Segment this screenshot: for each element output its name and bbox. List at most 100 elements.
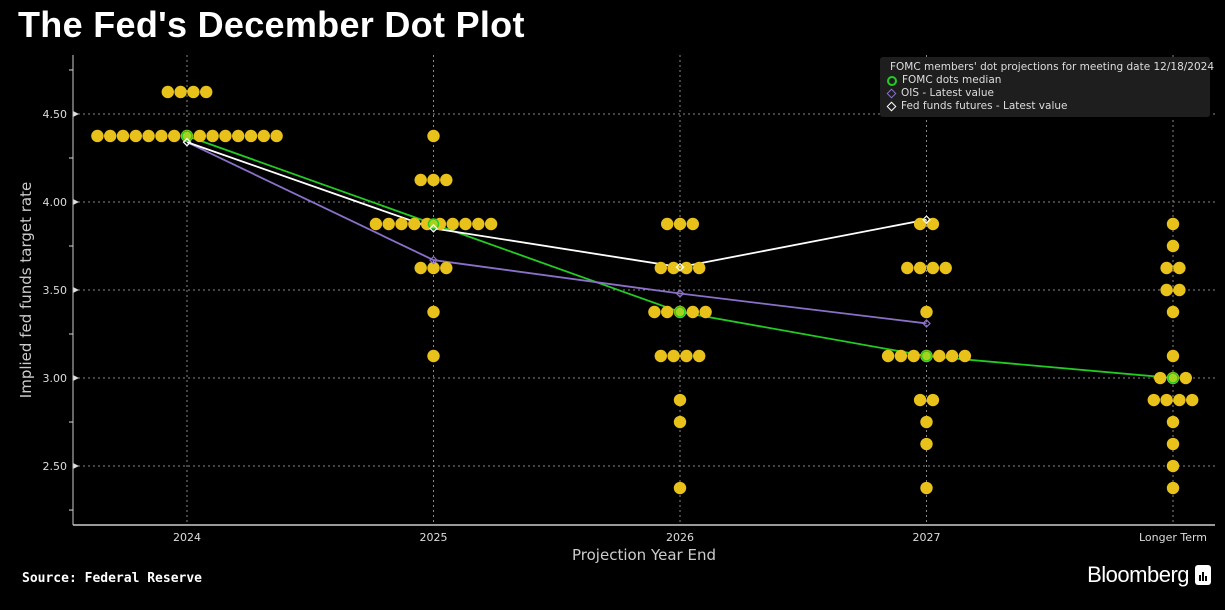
dot-projection <box>427 349 440 363</box>
x-axis-label: Projection Year End <box>572 546 716 564</box>
x-tick-label: 2027 <box>913 531 941 544</box>
dot-projection <box>673 481 687 495</box>
dot-projection <box>1160 261 1173 275</box>
dot-projection <box>187 85 200 99</box>
dot-projection <box>1160 283 1173 297</box>
futures-marker <box>922 215 931 224</box>
dot-projection <box>680 349 693 363</box>
dot-projection <box>427 305 440 319</box>
legend-label: OIS - Latest value <box>901 87 994 99</box>
dot-projection <box>91 129 104 143</box>
dot-projection <box>116 129 130 143</box>
median-marker <box>1167 372 1179 384</box>
dot-projection <box>686 305 699 319</box>
dot-projection <box>200 85 213 99</box>
futures-marker <box>675 262 685 272</box>
dot-projection <box>667 349 680 363</box>
dot-projection <box>168 129 181 143</box>
dot-projection <box>654 349 667 363</box>
dot-projection <box>1173 283 1186 297</box>
dot-projection <box>270 129 283 143</box>
dot-projection <box>484 217 498 231</box>
dot-projection <box>680 261 693 275</box>
green-circle-icon <box>887 75 897 86</box>
y-tick-label: 4.00 <box>43 196 68 209</box>
dot-projection <box>408 217 421 231</box>
dot-projection <box>1166 349 1180 363</box>
dot-projection <box>1147 393 1161 407</box>
dot-projection <box>459 217 472 231</box>
dot-projection <box>472 217 485 231</box>
median-marker <box>920 350 933 362</box>
legend-label: FOMC members' dot projections for meetin… <box>890 61 1215 73</box>
dot-projection <box>894 349 908 363</box>
legend-item-ois: OIS - Latest value <box>886 87 1204 100</box>
dot-projection <box>920 415 933 429</box>
dot-projection <box>129 129 142 143</box>
dot-projection <box>369 217 383 231</box>
dot-projection <box>232 129 245 143</box>
dot-projection <box>244 129 258 143</box>
purple-diamond-icon <box>886 88 897 99</box>
dot-projection <box>920 481 933 495</box>
dot-projection <box>693 261 706 275</box>
dot-projection <box>193 129 206 143</box>
dot-projection <box>1154 371 1167 385</box>
x-tick-label: Longer Term <box>1139 531 1207 544</box>
dot-projection <box>1179 371 1193 385</box>
dot-projection <box>920 305 933 319</box>
dot-projection <box>427 261 440 275</box>
dot-projection <box>1166 239 1180 253</box>
dot-projection <box>661 217 674 231</box>
legend-item-median: FOMC dots median <box>886 74 1204 87</box>
dot-projection <box>939 261 952 275</box>
dot-projection <box>440 261 453 275</box>
y-tick-label: 3.00 <box>43 372 68 385</box>
dot-projection <box>1186 393 1199 407</box>
dot-projection <box>913 261 927 275</box>
dot-projection <box>174 85 187 99</box>
dot-projection <box>414 261 427 275</box>
legend-item-dots: FOMC members' dot projections for meetin… <box>886 61 1214 74</box>
dot-projection <box>1173 393 1186 407</box>
ois-marker <box>429 255 438 265</box>
dot-projection <box>206 129 219 143</box>
dot-projection <box>648 305 661 319</box>
dot-projection <box>1166 305 1180 319</box>
dot-projection <box>926 261 940 275</box>
dot-projection <box>1166 481 1180 495</box>
dot-projection <box>161 85 174 99</box>
y-tick-marker <box>73 110 79 117</box>
dot-projection <box>661 305 674 319</box>
dot-projection <box>142 129 155 143</box>
dot-projection <box>104 129 117 143</box>
bloomberg-logo: Bloomberg <box>1087 562 1211 588</box>
dot-projection <box>933 349 946 363</box>
dot-projection <box>673 217 687 231</box>
dot-projection <box>382 217 395 231</box>
dot-projection <box>667 261 680 275</box>
median-marker <box>181 130 193 142</box>
axes: 2.50 3.00 3.50 4.00 4.50 2024 2025 2026 2027 Long… <box>43 55 1215 544</box>
series-markers <box>181 130 1179 384</box>
dot-projection <box>427 173 440 187</box>
legend: FOMC members' dot projections for meetin… <box>880 57 1214 117</box>
legend-label: FOMC dots median <box>902 74 1002 86</box>
legend-label: Fed funds futures - Latest value <box>901 100 1068 112</box>
dot-projection <box>219 129 232 143</box>
chart-title: The Fed's December Dot Plot <box>18 4 525 45</box>
series-line-futures <box>186 141 927 269</box>
legend-item-futures: Fed funds futures - Latest value <box>886 100 1204 113</box>
gridlines <box>73 55 1215 525</box>
dot-projection <box>686 217 699 231</box>
series-line-ois <box>186 141 927 325</box>
y-tick-label: 2.50 <box>43 460 68 473</box>
x-tick-label: 2026 <box>666 531 694 544</box>
ois-marker <box>675 289 685 298</box>
dot-projection <box>1166 459 1180 473</box>
dot-projection <box>654 261 667 275</box>
dot-projection <box>440 173 453 187</box>
dot-projection <box>673 393 687 407</box>
dot-projection <box>1166 415 1180 429</box>
